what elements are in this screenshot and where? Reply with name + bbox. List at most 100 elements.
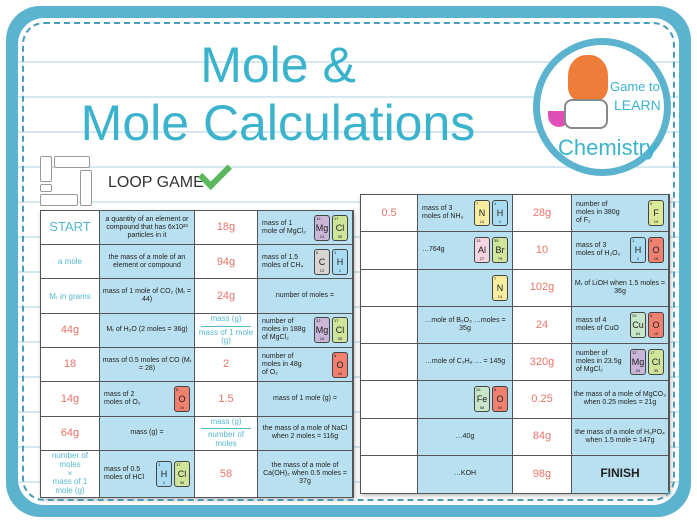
answer-cell: START	[49, 219, 91, 235]
card-row: …40g 84g the mass of a mole of H₃PO₄ when …	[361, 418, 669, 456]
atomic-number: 17	[334, 215, 339, 221]
question-text: mass of 1 mole of MgCl₂	[262, 219, 306, 235]
atomic-mass: 35	[179, 480, 185, 485]
question-cell: number of moles in 188g of MgCl₂ 12 Mg 24 17…	[257, 313, 353, 348]
answer-cell: 94g	[216, 255, 236, 268]
question-text: number of moles =	[275, 292, 335, 300]
answer-cell: 64g	[60, 427, 80, 439]
atomic-mass: 16	[653, 256, 659, 262]
answer-cell: 2	[222, 358, 230, 371]
answer-cell: 18	[63, 358, 77, 371]
atomic-mass: 12	[319, 267, 325, 273]
element-tile-o: 8 O 16	[332, 351, 348, 378]
element-tile-n: 7 N 14	[492, 274, 508, 301]
question-cell: the mass of a mole of an element or comp…	[99, 245, 195, 279]
fraction-bottom: mass of 1 mole (g)	[52, 477, 88, 496]
element-tiles: 12 Mg 24 17 Cl 35	[630, 349, 664, 376]
question-text: a quantity of an element or compound tha…	[105, 215, 189, 239]
element-tiles: 12 Mg 24 17 Cl 35	[314, 214, 348, 241]
logo-text-3: Chemistry	[558, 135, 658, 160]
atomic-number: 12	[632, 350, 637, 356]
question-text: mass of 3 moles of NH₃	[422, 205, 464, 221]
answer-cell: 24g	[216, 289, 236, 302]
answer-cell: number of moles × mass of 1 mole (g)	[41, 451, 99, 497]
element-tile-cl: 17 Cl 35	[174, 461, 190, 487]
fox-mascot-icon	[568, 55, 608, 101]
element-tiles: 8 O 16	[332, 351, 348, 378]
atomic-mass: 35	[337, 336, 343, 342]
question-cell: …764g 13 Al 27 35 Br 79	[417, 232, 513, 269]
element-symbol: H	[496, 208, 504, 219]
question-cell: the mass of a mole of NaCl when 2 moles …	[257, 416, 353, 451]
question-text: mass of 1 mole of CO₂ (Mᵣ = 44)	[102, 288, 192, 304]
question-text: mass of 0.5 moles of CO (Mᵣ = 28)	[102, 356, 192, 372]
fraction-top: mass (g)	[210, 313, 242, 323]
question-cell: …mole of B₂O₃ …moles = 35g	[417, 306, 513, 343]
card-row: …KOH 98g FINISH	[361, 455, 669, 493]
question-cell: number of moles in 48g of O₂ 8 O 16	[257, 348, 353, 382]
element-symbol: H	[336, 256, 344, 267]
answer-cell: 18g	[216, 221, 236, 234]
question-cell: the mass of a mole of Ca(OH)₂ when 0.5 m…	[257, 451, 353, 497]
answer-cell: 0.5	[381, 206, 397, 219]
question-cell: the mass of a mole of H₃PO₄ when 1.5 mol…	[571, 418, 669, 455]
element-tile-mg: 12 Mg 24	[630, 349, 646, 376]
element-tile-o: 8 O 16	[492, 386, 508, 413]
question-text: the mass of a mole of MgCO₃ when 0.25 mo…	[574, 391, 666, 407]
element-tiles: 7 N 14	[492, 274, 508, 301]
card-row: …mole of B₂O₃ …moles = 35g 24 mass of 4 mo…	[361, 306, 669, 344]
atomic-mass: 24	[635, 368, 641, 374]
question-text: Mᵣ of H₂O (2 moles = 36g)	[106, 326, 188, 334]
fraction-bottom: number of moles	[207, 430, 245, 449]
element-symbol: Cl	[335, 325, 345, 336]
fraction-bar	[201, 428, 251, 430]
outer-frame: Mole & Mole Calculations Game to LEARN C…	[6, 6, 691, 517]
atomic-mass: 14	[479, 219, 485, 225]
atomic-number: 12	[316, 318, 321, 324]
atomic-mass: 1	[636, 256, 640, 262]
answer-cell: a mole	[57, 257, 82, 267]
question-text: …764g	[422, 246, 445, 254]
element-symbol: Cl	[177, 469, 187, 479]
card-row: a mole the mass of a mole of an element o…	[41, 245, 353, 280]
atomic-mass: 16	[653, 330, 659, 336]
atomic-number: 17	[334, 318, 339, 324]
question-cell: number of moles in 380g of F₂ 9 F 19	[571, 195, 669, 232]
element-tile-mg: 12 Mg 24	[314, 317, 330, 344]
atomic-mass: 19	[653, 219, 659, 225]
atomic-number: 17	[650, 350, 655, 356]
atomic-number: 17	[176, 462, 181, 467]
lab-coat-icon	[564, 99, 608, 129]
question-text: mass of 0.5 moles of HCl	[104, 465, 145, 481]
answer-cell: 102g	[529, 281, 555, 294]
atomic-number: 8	[494, 387, 497, 393]
atomic-mass: 79	[497, 256, 503, 262]
atomic-number: 8	[334, 352, 337, 358]
element-tile-fe: 26 Fe 56	[474, 386, 490, 413]
card-row: 64g mass (g) = mass (g) number of moles the …	[41, 416, 353, 452]
answer-cell: 14g	[60, 392, 80, 405]
answer-cell: mass (g) number of moles	[195, 417, 257, 450]
card-row: START a quantity of an element or compoun…	[41, 211, 353, 246]
question-cell: the mass of a mole of MgCO₃ when 0.25 mo…	[571, 381, 669, 418]
atomic-mass: 24	[319, 233, 325, 239]
back-loop-card: 0.5 mass of 3 moles of NH₃ 7 N 14 1 H 1 28g numbe…	[360, 194, 670, 494]
question-cell: Mᵣ of H₂O (2 moles = 36g)	[99, 313, 195, 348]
card-row: number of moles × mass of 1 mole (g) mass o…	[41, 451, 353, 497]
answer-cell	[361, 419, 417, 455]
element-tiles: 6 C 12 1 H 1	[314, 248, 348, 275]
element-symbol: Al	[477, 245, 486, 256]
formula-fraction: mass (g) number of moles	[197, 417, 255, 449]
element-tiles: 7 N 14 1 H 1	[474, 200, 508, 227]
answer-cell	[361, 307, 417, 343]
atomic-number: 35	[494, 238, 499, 244]
answer-cell: Mᵣ in grams	[49, 291, 91, 301]
fraction-bar	[201, 325, 251, 327]
atomic-mass: 16	[179, 405, 185, 410]
element-tile-cu: 29 Cu 64	[630, 311, 646, 338]
element-symbol: Cl	[651, 357, 661, 368]
answer-cell: 320g	[529, 355, 555, 368]
element-symbol: Mg	[315, 222, 329, 233]
answer-cell: 84g	[532, 430, 552, 443]
